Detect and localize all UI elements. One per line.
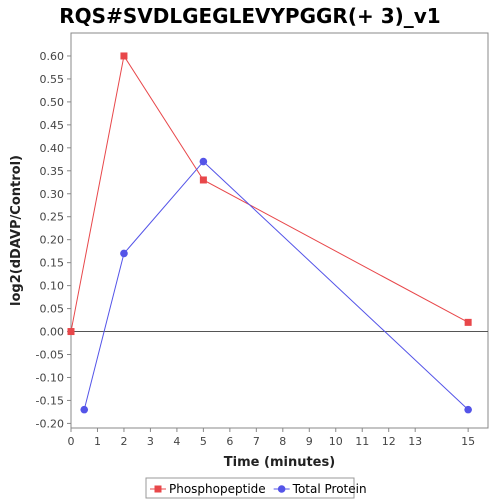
legend-label: Total Protein (292, 482, 367, 496)
data-point (199, 176, 207, 184)
y-tick-label: 0.55 (40, 73, 65, 86)
y-tick-label: -0.05 (36, 349, 64, 362)
x-tick-label: 8 (279, 435, 286, 448)
plot-area (70, 32, 489, 429)
legend-marker (277, 485, 286, 493)
legend: Phosphopeptide Total Protein (145, 477, 367, 499)
y-tick-label: -0.20 (36, 417, 64, 430)
legend-box (145, 477, 355, 499)
x-tick-label: 1 (94, 435, 101, 448)
data-point (464, 405, 472, 414)
x-tick-label: 11 (355, 435, 369, 448)
y-tick-label: 0.30 (40, 188, 65, 201)
data-point (67, 328, 75, 336)
data-point (199, 157, 208, 166)
x-tick-label: 15 (461, 435, 475, 448)
y-tick-label: 0.35 (40, 165, 65, 178)
y-tick-label: 0.20 (40, 234, 65, 247)
x-tick-label: 10 (329, 435, 343, 448)
data-point (120, 249, 128, 258)
series-line (83, 160, 469, 410)
y-axis-ticks: 0.60 0.55 0.50 0.45 0.40 0.35 0.30 0.25 0.20 0.15… (36, 50, 71, 430)
y-axis-title: log2(dDAVP/Control) (9, 155, 24, 306)
x-tick-label: 9 (306, 435, 313, 448)
data-point (120, 52, 128, 60)
x-axis-title: Time (minutes) (224, 455, 335, 470)
x-tick-label: 5 (200, 435, 207, 448)
data-point (80, 405, 89, 414)
y-tick-label: 0.40 (40, 142, 65, 155)
y-tick-label: 0.50 (40, 96, 65, 109)
y-tick-label: 0.45 (40, 119, 65, 132)
series-layer (67, 52, 472, 414)
series-0 (67, 52, 472, 336)
chart-title: RQS#SVDLGEGLEVYPGGR(+ 3)_v1 (59, 4, 441, 28)
x-tick-label: 0 (68, 435, 75, 448)
x-tick-label: 13 (408, 435, 422, 448)
series-1 (80, 157, 472, 414)
series-line (70, 54, 469, 332)
y-tick-label: 0.15 (40, 257, 65, 270)
legend-label: Phosphopeptide (169, 482, 266, 496)
x-tick-label: 12 (382, 435, 396, 448)
y-tick-label: 0.05 (40, 303, 65, 316)
x-tick-label: 7 (253, 435, 260, 448)
x-tick-label: 4 (173, 435, 180, 448)
x-tick-label: 3 (147, 435, 154, 448)
x-tick-label: 6 (226, 435, 233, 448)
legend-item-0: Phosphopeptide (150, 482, 266, 496)
x-tick-label: 2 (120, 435, 127, 448)
y-tick-label: 0.25 (40, 211, 65, 224)
y-tick-label: -0.15 (36, 394, 64, 407)
y-tick-label: 0.10 (40, 280, 65, 293)
y-tick-label: -0.10 (36, 371, 64, 384)
legend-marker (154, 485, 162, 493)
axes (70, 32, 489, 429)
y-tick-label: 0.60 (40, 50, 65, 63)
data-point (464, 318, 472, 326)
legend-item-1: Total Protein (273, 482, 367, 496)
x-axis-ticks: 0 1 2 3 4 5 6 7 8 9 10 11 12 13 15 (68, 428, 475, 448)
y-tick-label: 0.00 (40, 326, 65, 339)
